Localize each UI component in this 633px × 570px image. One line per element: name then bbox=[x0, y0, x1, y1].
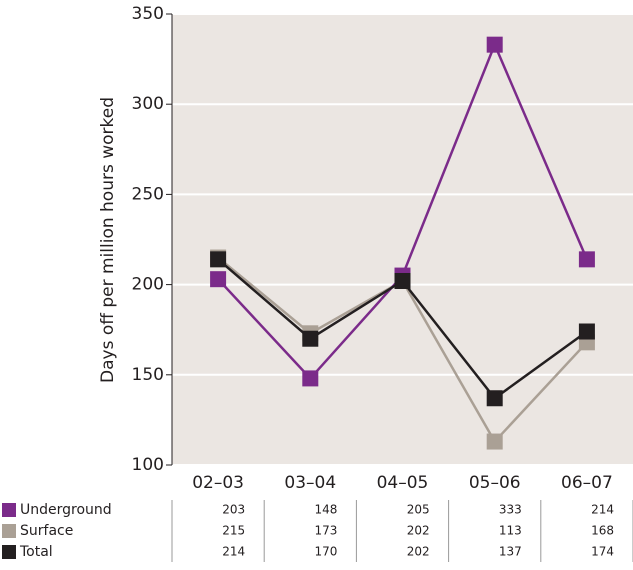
legend-swatch bbox=[2, 524, 16, 538]
legend-label: Surface bbox=[20, 523, 73, 539]
legend-swatch bbox=[2, 503, 16, 517]
table-cell: 205 bbox=[407, 503, 430, 517]
marker bbox=[578, 251, 595, 268]
x-tick-label: 03–04 bbox=[284, 473, 336, 493]
table-cell: 170 bbox=[314, 545, 337, 559]
marker bbox=[210, 271, 227, 288]
marker bbox=[486, 36, 503, 53]
marker bbox=[578, 323, 595, 340]
table-cell: 203 bbox=[222, 503, 245, 517]
y-tick-label: 300 bbox=[132, 94, 164, 114]
table-cell: 173 bbox=[314, 524, 337, 538]
y-tick-label: 200 bbox=[132, 275, 164, 295]
table-cell: 333 bbox=[499, 503, 522, 517]
x-tick-label: 05–06 bbox=[469, 473, 521, 493]
legend-label: Total bbox=[19, 544, 53, 560]
table-cell: 215 bbox=[222, 524, 245, 538]
y-tick-label: 250 bbox=[132, 184, 164, 204]
y-tick-label: 100 bbox=[132, 455, 164, 475]
marker bbox=[486, 433, 503, 450]
marker bbox=[210, 251, 227, 268]
legend-label: Underground bbox=[20, 502, 112, 518]
legend-swatch bbox=[2, 545, 16, 559]
table-cell: 202 bbox=[407, 545, 430, 559]
marker bbox=[394, 272, 411, 289]
table-cell: 202 bbox=[407, 524, 430, 538]
table-cell: 148 bbox=[314, 503, 337, 517]
x-tick-label: 06–07 bbox=[561, 473, 613, 493]
y-axis-title: Days off per million hours worked bbox=[98, 97, 118, 383]
table-cell: 168 bbox=[591, 524, 614, 538]
table-cell: 113 bbox=[499, 524, 522, 538]
y-tick-label: 350 bbox=[132, 4, 164, 24]
x-tick-label: 02–03 bbox=[192, 473, 244, 493]
y-tick-label: 150 bbox=[132, 365, 164, 385]
table-cell: 174 bbox=[591, 545, 614, 559]
x-tick-label: 04–05 bbox=[377, 473, 429, 493]
table-cell: 137 bbox=[499, 545, 522, 559]
marker bbox=[486, 390, 503, 407]
table-cell: 214 bbox=[222, 545, 245, 559]
table-cell: 214 bbox=[591, 503, 614, 517]
marker bbox=[302, 370, 319, 387]
marker bbox=[302, 330, 319, 347]
plot-background bbox=[172, 14, 633, 465]
